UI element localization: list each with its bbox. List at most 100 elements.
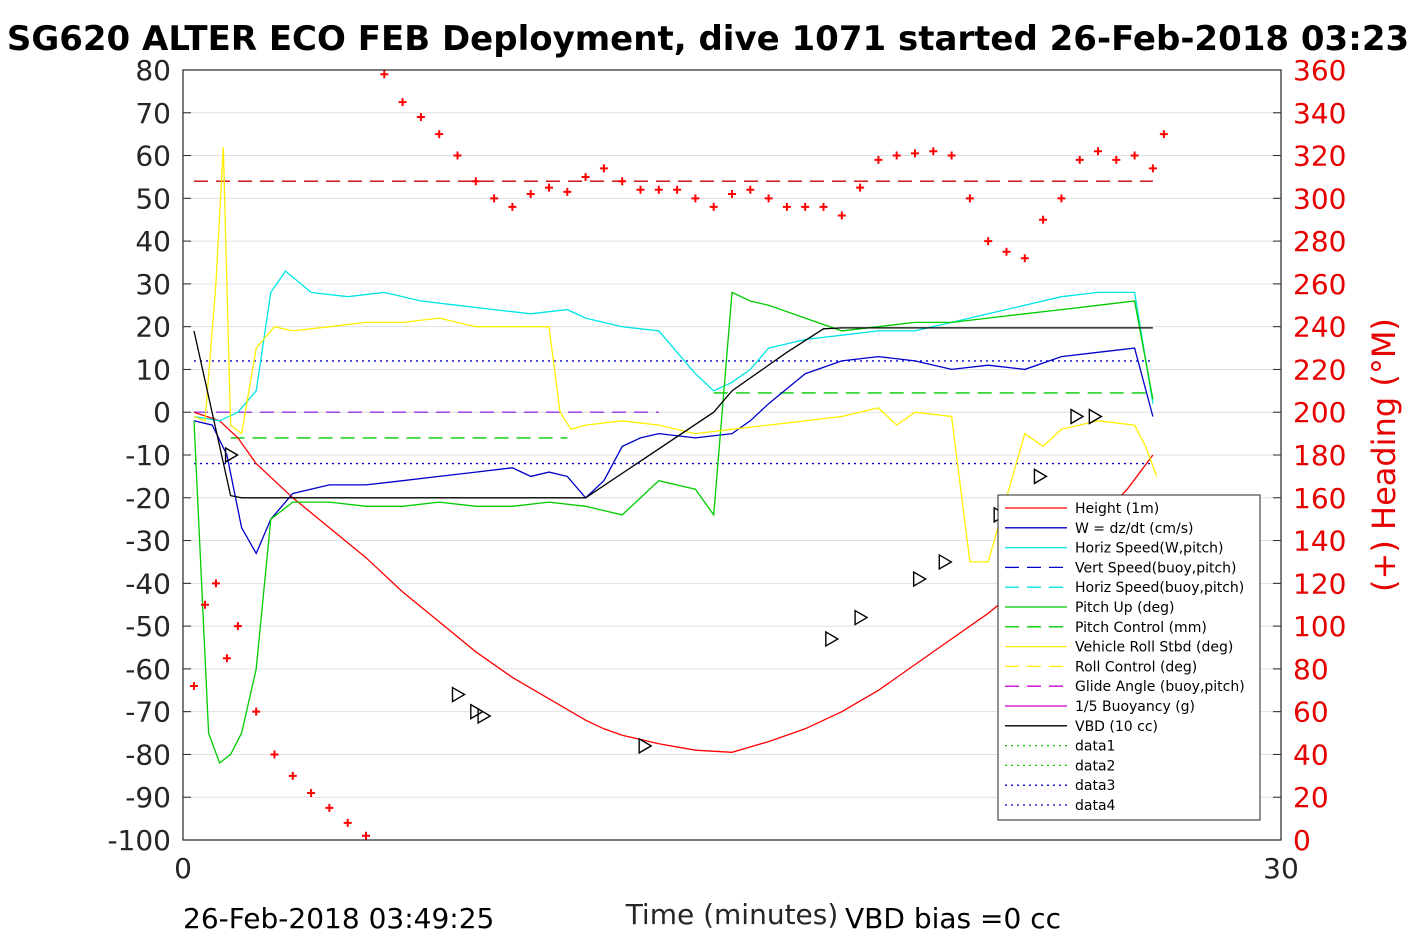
heading-point xyxy=(398,98,407,107)
y-axis-left: 80 70 60 50 40 30 20 10 0 -10 -20 -30 -40 -50 -60 -70 -8… xyxy=(107,54,191,857)
heading-point xyxy=(691,194,700,203)
heading-point xyxy=(435,130,444,139)
heading-point xyxy=(416,113,425,122)
gps-marker xyxy=(1088,408,1103,425)
heading-point xyxy=(563,187,572,196)
y-right-tick-label: 200 xyxy=(1293,396,1346,429)
heading-point xyxy=(288,771,297,780)
gps-marker xyxy=(912,570,928,588)
heading-point xyxy=(526,190,535,199)
x-axis: 0 30 xyxy=(174,832,1299,885)
heading-point xyxy=(200,600,209,609)
y-right-tick-label: 220 xyxy=(1293,353,1346,386)
heading-point xyxy=(380,70,389,79)
heading-point xyxy=(1094,147,1102,156)
heading-point xyxy=(1057,194,1066,203)
legend-label: data2 xyxy=(1075,758,1115,774)
y-tick-label: 70 xyxy=(135,97,171,130)
y-tick-label: 40 xyxy=(135,225,171,258)
y-tick-label: -80 xyxy=(125,738,171,771)
legend: Height (1m) W = dz/dt (cm/s) Horiz Speed(W… xyxy=(997,494,1261,821)
y-tick-label: -20 xyxy=(125,482,171,515)
heading-point xyxy=(599,164,608,173)
heading-point xyxy=(1002,247,1011,256)
heading-point xyxy=(618,177,627,186)
y-axis-right: 3603403203002802602402202001801601401201… xyxy=(1273,54,1346,857)
heading-point xyxy=(819,202,828,211)
gps-marker xyxy=(938,553,953,571)
heading-point xyxy=(1159,130,1168,139)
y-right-tick-label: 360 xyxy=(1293,54,1346,87)
heading-point xyxy=(325,803,334,812)
heading-point xyxy=(307,788,316,797)
heading-point xyxy=(837,211,846,220)
heading-point xyxy=(1075,155,1084,164)
y-right-tick-label: 100 xyxy=(1293,610,1346,643)
heading-point xyxy=(270,750,279,759)
legend-label: data4 xyxy=(1075,798,1116,814)
heading-point xyxy=(222,654,231,663)
y-right-tick-label: 140 xyxy=(1293,525,1346,558)
y-tick-label: -70 xyxy=(125,696,171,729)
y-axis-right-label: (+) Heading (°M) xyxy=(1365,318,1403,592)
legend-label: Glide Angle (buoy,pitch) xyxy=(1075,679,1245,695)
y-right-tick-label: 120 xyxy=(1293,567,1346,600)
series-vehicle-roll-stbd-deg xyxy=(193,146,1158,563)
gps-marker xyxy=(825,630,840,648)
heading-point xyxy=(801,202,810,211)
heading-point xyxy=(362,831,370,840)
series-pitch-up-deg xyxy=(193,291,1154,765)
gps-marker xyxy=(638,737,653,755)
heading-point xyxy=(508,202,517,211)
heading-point xyxy=(453,151,462,160)
heading-point xyxy=(782,202,791,211)
y-tick-label: -100 xyxy=(107,824,171,857)
gps-marker xyxy=(1070,408,1085,425)
gps-marker xyxy=(470,703,485,720)
heading-point xyxy=(545,183,553,192)
gps-marker xyxy=(854,609,869,626)
legend-label: Horiz Speed(W,pitch) xyxy=(1075,541,1223,557)
gps-marker xyxy=(451,686,466,703)
gps-marker xyxy=(477,707,492,725)
chart-title: SG620 ALTER ECO FEB Deployment, dive 107… xyxy=(7,19,1409,59)
heading-point xyxy=(1039,215,1048,224)
heading-point xyxy=(1148,164,1157,173)
heading-point xyxy=(984,237,993,246)
x-tick-label: 30 xyxy=(1263,852,1299,885)
heading-point xyxy=(1020,254,1029,263)
heading-point xyxy=(1130,151,1139,160)
y-right-tick-label: 80 xyxy=(1293,653,1329,686)
heading-point xyxy=(471,177,480,186)
y-right-tick-label: 180 xyxy=(1293,439,1346,472)
heading-point xyxy=(654,185,663,194)
y-right-tick-label: 160 xyxy=(1293,482,1346,515)
y-tick-label: 60 xyxy=(135,140,171,173)
heading-point xyxy=(892,151,901,160)
heading-point xyxy=(1112,155,1121,164)
y-right-tick-label: 40 xyxy=(1293,738,1329,771)
heading-point xyxy=(252,707,261,716)
y-tick-label: 0 xyxy=(153,396,171,429)
y-tick-label: 80 xyxy=(135,54,171,87)
heading-point xyxy=(673,185,682,194)
y-tick-label: 20 xyxy=(135,311,171,344)
y-tick-label: 50 xyxy=(135,182,171,215)
heading-point xyxy=(709,202,718,211)
y-tick-label: -90 xyxy=(125,781,171,814)
x-axis-label: Time (minutes) xyxy=(625,898,839,931)
series-vbd-10-cc xyxy=(193,327,1153,499)
plot-frame xyxy=(182,69,1282,841)
heading-point xyxy=(211,579,220,588)
heading-point xyxy=(764,194,773,203)
legend-label: Vert Speed(buoy,pitch) xyxy=(1075,560,1237,576)
y-tick-label: 10 xyxy=(135,353,171,386)
heading-point xyxy=(856,183,865,192)
heading-point xyxy=(929,147,938,156)
heading-point xyxy=(189,682,198,690)
heading-point xyxy=(233,622,242,631)
y-right-tick-label: 20 xyxy=(1293,781,1329,814)
heading-point xyxy=(746,185,755,194)
y-right-tick-label: 60 xyxy=(1293,696,1329,729)
